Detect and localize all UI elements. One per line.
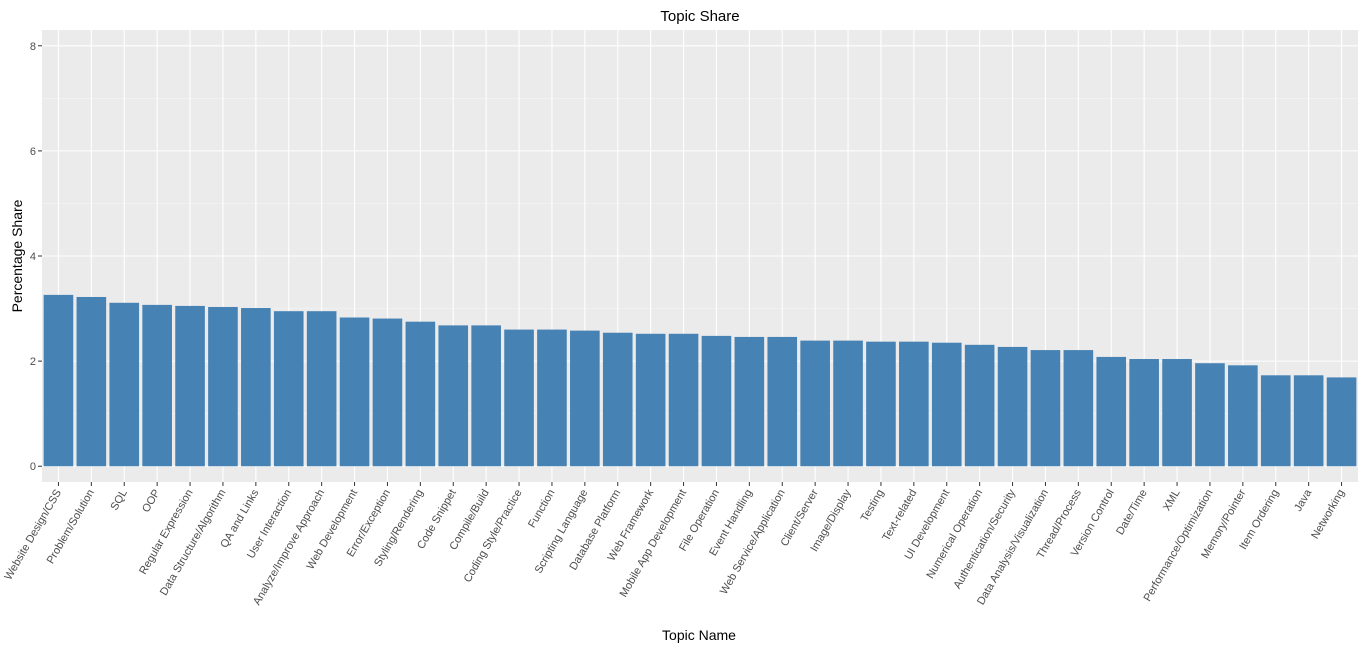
x-tick-label: Date/Time (1114, 488, 1150, 538)
bar (1195, 363, 1225, 467)
bar (273, 311, 304, 467)
x-tick-label: OOP (140, 488, 163, 515)
bar (372, 318, 403, 467)
bar (405, 321, 436, 467)
y-tick-label: 8 (30, 41, 36, 53)
bar (537, 329, 567, 467)
bar (767, 336, 798, 467)
bar (504, 329, 534, 467)
bar (668, 333, 699, 467)
y-tick-label: 6 (30, 146, 36, 158)
bar (570, 330, 600, 467)
x-tick-label: Networking (1309, 488, 1347, 542)
bar (339, 317, 370, 467)
bar (931, 342, 962, 467)
bar (43, 294, 74, 467)
bar (964, 344, 995, 467)
bar (1293, 375, 1324, 467)
bar (800, 340, 830, 467)
y-axis: 0 2 4 6 8 (30, 41, 42, 473)
bar (734, 336, 765, 467)
x-tick-label: Testing (859, 488, 887, 524)
bar (1228, 365, 1258, 467)
chart-title: Topic Share (660, 8, 739, 25)
bar (833, 340, 863, 467)
bar (1129, 359, 1159, 467)
bar (1096, 356, 1127, 467)
y-axis-title: Percentage Share (9, 199, 25, 312)
bar (438, 325, 469, 467)
x-tick-label: Authentication/Security (951, 487, 1018, 591)
bar (701, 335, 732, 467)
x-tick-label: Website Design/CSS (2, 488, 64, 583)
x-tick-label: Java (1292, 487, 1314, 514)
y-tick-label: 0 (30, 461, 36, 473)
y-tick-label: 2 (30, 356, 36, 368)
bar (1162, 359, 1192, 467)
x-tick-label: SQL (108, 488, 129, 513)
bar (306, 311, 337, 467)
bar (602, 332, 633, 467)
x-tick-label: Web Service/Application (718, 488, 788, 597)
x-tick-label: Coding Style/Practice (462, 488, 525, 585)
bar (1326, 377, 1357, 467)
bar (109, 302, 140, 467)
x-tick-label: XML (1161, 488, 1183, 514)
bar (471, 325, 501, 467)
bar (175, 305, 205, 467)
bar (76, 296, 107, 467)
bar (1030, 350, 1061, 467)
x-tick-label: Data Structure/Algorithm (158, 488, 229, 598)
bar (899, 341, 929, 467)
bar (142, 304, 172, 467)
bar (1260, 375, 1291, 467)
bar (208, 306, 238, 467)
bar (241, 308, 271, 467)
bar (1063, 350, 1094, 467)
x-axis-title: Topic Name (662, 627, 736, 643)
bar (997, 346, 1028, 467)
bar (866, 341, 896, 467)
y-tick-label: 4 (30, 251, 36, 263)
x-tick-label: Function (526, 488, 557, 531)
bars (43, 294, 1357, 467)
bar (635, 333, 666, 467)
